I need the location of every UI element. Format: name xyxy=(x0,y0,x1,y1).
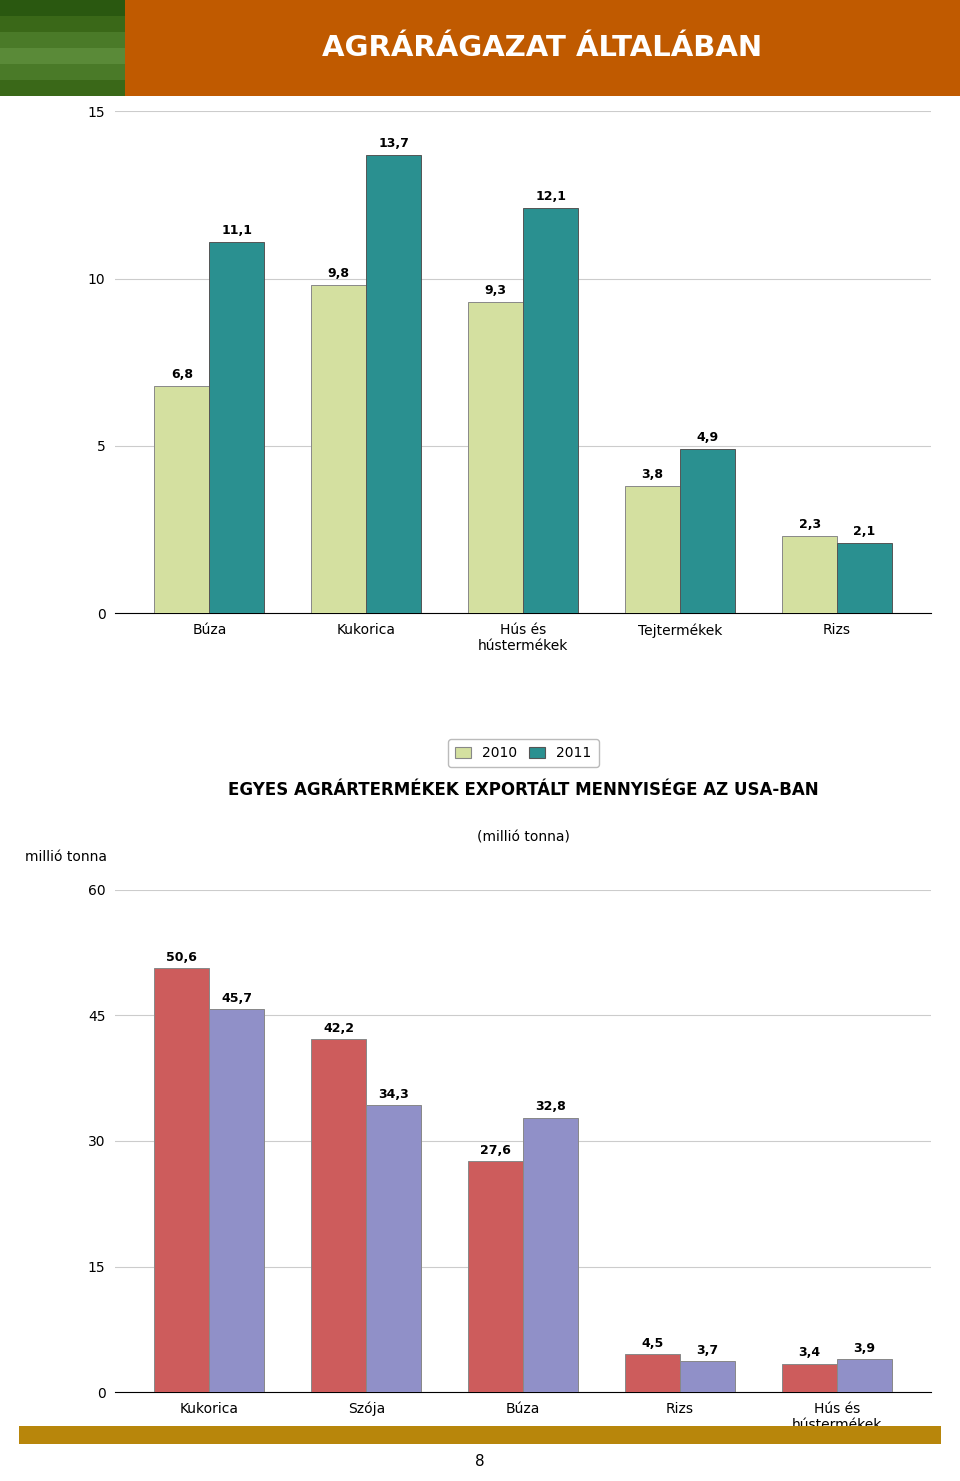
Text: millió tonna: millió tonna xyxy=(25,850,108,863)
Bar xyxy=(782,536,837,613)
Bar xyxy=(523,209,578,613)
Bar xyxy=(523,1118,578,1392)
Text: 42,2: 42,2 xyxy=(324,1022,354,1035)
Text: 9,8: 9,8 xyxy=(327,267,349,280)
Text: milliárd $: milliárd $ xyxy=(25,71,90,84)
Text: 2,1: 2,1 xyxy=(853,526,876,538)
Text: 8: 8 xyxy=(475,1454,485,1469)
Bar xyxy=(680,449,735,613)
Legend: 2010, 2011: 2010, 2011 xyxy=(447,739,599,767)
Bar xyxy=(311,286,367,613)
Bar xyxy=(625,486,680,613)
Text: 2,3: 2,3 xyxy=(799,518,821,532)
Bar xyxy=(155,385,209,613)
Bar xyxy=(468,302,523,613)
Text: 4,9: 4,9 xyxy=(697,431,719,444)
Text: 34,3: 34,3 xyxy=(378,1087,409,1100)
Text: 3,9: 3,9 xyxy=(853,1342,876,1355)
Text: 13,7: 13,7 xyxy=(378,136,409,150)
Text: 45,7: 45,7 xyxy=(222,992,252,1006)
Text: 11,1: 11,1 xyxy=(222,224,252,237)
Text: 50,6: 50,6 xyxy=(166,951,198,964)
Bar xyxy=(468,1161,523,1392)
Text: 9,3: 9,3 xyxy=(485,284,507,298)
Bar xyxy=(209,241,264,613)
Text: (milliárd dollár): (milliárd dollár) xyxy=(469,52,577,65)
Text: 3,7: 3,7 xyxy=(697,1343,719,1357)
Bar xyxy=(625,1355,680,1392)
Bar xyxy=(837,544,892,613)
Text: 27,6: 27,6 xyxy=(480,1143,511,1157)
Text: 3,4: 3,4 xyxy=(799,1346,821,1360)
Text: 32,8: 32,8 xyxy=(536,1100,566,1114)
Text: AGRÁRÁGAZAT ÁLTALÁBAN: AGRÁRÁGAZAT ÁLTALÁBAN xyxy=(323,34,762,62)
Bar xyxy=(782,1364,837,1392)
Text: EGYES AGRÁRTERMÉKEK EXPORTÁLT MENNYISÉGE AZ USA-BAN: EGYES AGRÁRTERMÉKEK EXPORTÁLT MENNYISÉGE… xyxy=(228,782,819,800)
Text: (millió tonna): (millió tonna) xyxy=(477,831,569,844)
Text: 6,8: 6,8 xyxy=(171,367,193,381)
Bar xyxy=(367,154,421,613)
Text: 12,1: 12,1 xyxy=(535,190,566,203)
Bar xyxy=(155,969,209,1392)
Text: EGYES AGRÁRTERMÉKEK EXPORTÉRTÉKE AZ USA-BAN: EGYES AGRÁRTERMÉKEK EXPORTÉRTÉKE AZ USA-… xyxy=(273,3,774,21)
Bar xyxy=(837,1360,892,1392)
Bar xyxy=(367,1105,421,1392)
Bar xyxy=(680,1361,735,1392)
Bar xyxy=(311,1038,367,1392)
Text: 4,5: 4,5 xyxy=(641,1337,663,1351)
Text: 3,8: 3,8 xyxy=(641,468,663,481)
Bar xyxy=(209,1010,264,1392)
